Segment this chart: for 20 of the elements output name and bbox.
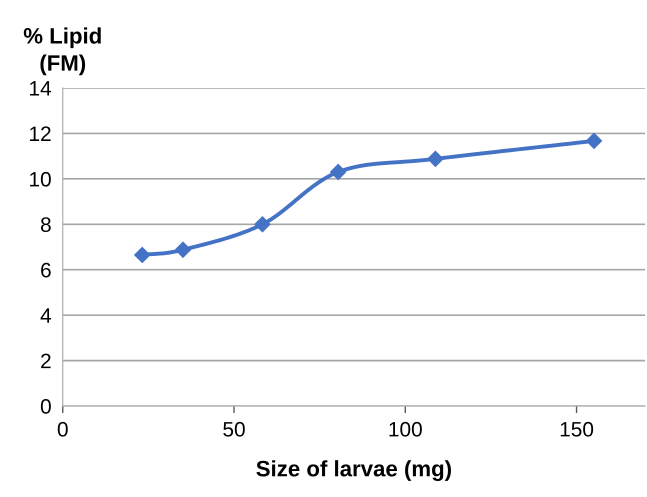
point	[174, 242, 192, 258]
x-tick-label: 50	[223, 422, 245, 437]
y-tick-label: 6	[41, 262, 51, 278]
y-tick-label: 8	[40, 217, 51, 232]
point	[330, 164, 346, 180]
y-tick-label: 0	[40, 399, 51, 414]
x-tick-label: 100	[390, 422, 422, 437]
point	[134, 246, 150, 264]
point	[427, 150, 444, 167]
y-tick-label: 10	[30, 172, 51, 187]
y-tick-label: 2	[41, 354, 51, 368]
x-tick-label: 0	[58, 422, 68, 437]
y-axis-title: % Lipid (FM)	[24, 27, 101, 76]
x-axis-title: Size of larvae (mg)	[256, 460, 451, 482]
y-tick-label: 4	[40, 308, 52, 323]
x-tick-label: 150	[560, 422, 594, 437]
point	[254, 216, 271, 232]
y-tick-label: 12	[30, 126, 51, 141]
point	[586, 132, 602, 149]
y-tick-label: 14	[30, 81, 52, 96]
